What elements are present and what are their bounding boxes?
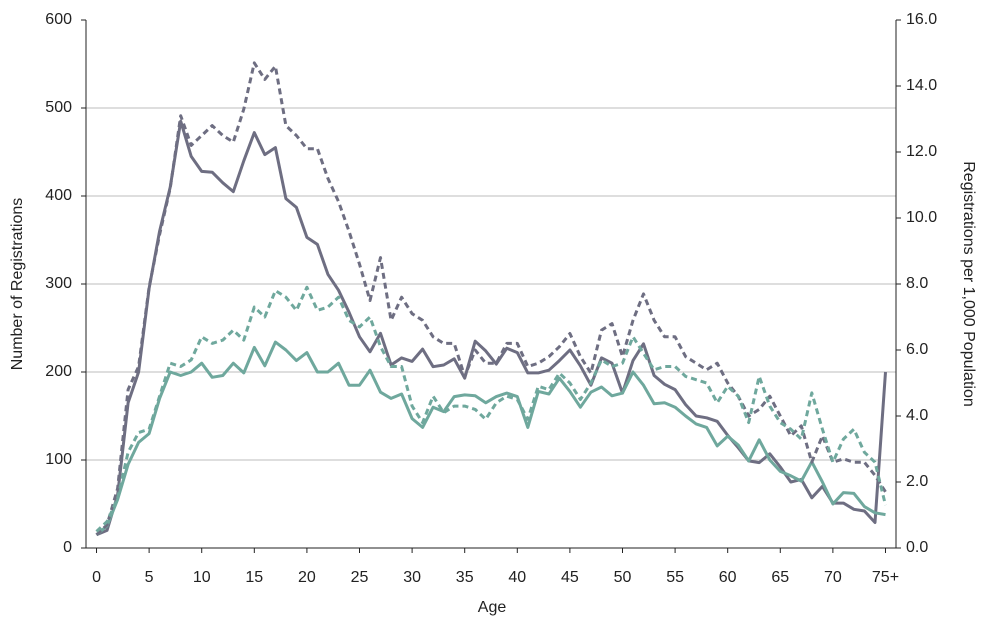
y2-axis-label: Registrations per 1,000 Population xyxy=(960,161,977,407)
x-tick-label: 20 xyxy=(298,569,316,586)
y2-tick-label: 16.0 xyxy=(906,11,937,28)
x-tick-label: 10 xyxy=(193,569,211,586)
y2-tick-label: 10.0 xyxy=(906,209,937,226)
y-tick-label: 600 xyxy=(45,11,72,28)
y2-tick-label: 14.0 xyxy=(906,77,937,94)
x-tick-label: 60 xyxy=(719,569,737,586)
series-line xyxy=(95,61,887,536)
series-line xyxy=(95,285,887,533)
y2-tick-label: 2.0 xyxy=(906,473,928,490)
y-tick-label: 0 xyxy=(63,539,72,556)
x-tick-label: 55 xyxy=(666,569,684,586)
y-tick-label: 200 xyxy=(45,363,72,380)
series-line xyxy=(95,119,887,537)
y2-tick-label: 6.0 xyxy=(906,341,928,358)
x-tick-label: 50 xyxy=(614,569,632,586)
series-line xyxy=(95,340,886,536)
x-tick-label: 45 xyxy=(561,569,579,586)
y-tick-label: 300 xyxy=(45,275,72,292)
y2-tick-label: 0.0 xyxy=(906,539,928,556)
x-axis-label: Age xyxy=(478,599,507,616)
y-axis-label: Number of Registrations xyxy=(9,198,26,371)
x-tick-label: 70 xyxy=(824,569,842,586)
x-tick-label: 65 xyxy=(771,569,789,586)
x-tick-label: 0 xyxy=(92,569,101,586)
x-tick-label: 25 xyxy=(351,569,369,586)
y-tick-label: 400 xyxy=(45,187,72,204)
x-tick-label: 15 xyxy=(245,569,263,586)
y2-tick-label: 8.0 xyxy=(906,275,928,292)
x-tick-label: 75+ xyxy=(872,569,899,586)
y2-tick-label: 12.0 xyxy=(906,143,937,160)
x-tick-label: 5 xyxy=(145,569,154,586)
x-tick-label: 30 xyxy=(403,569,421,586)
x-tick-label: 35 xyxy=(456,569,474,586)
y-tick-label: 500 xyxy=(45,99,72,116)
x-tick-label: 40 xyxy=(508,569,526,586)
y-tick-label: 100 xyxy=(45,451,72,468)
y2-tick-label: 4.0 xyxy=(906,407,928,424)
